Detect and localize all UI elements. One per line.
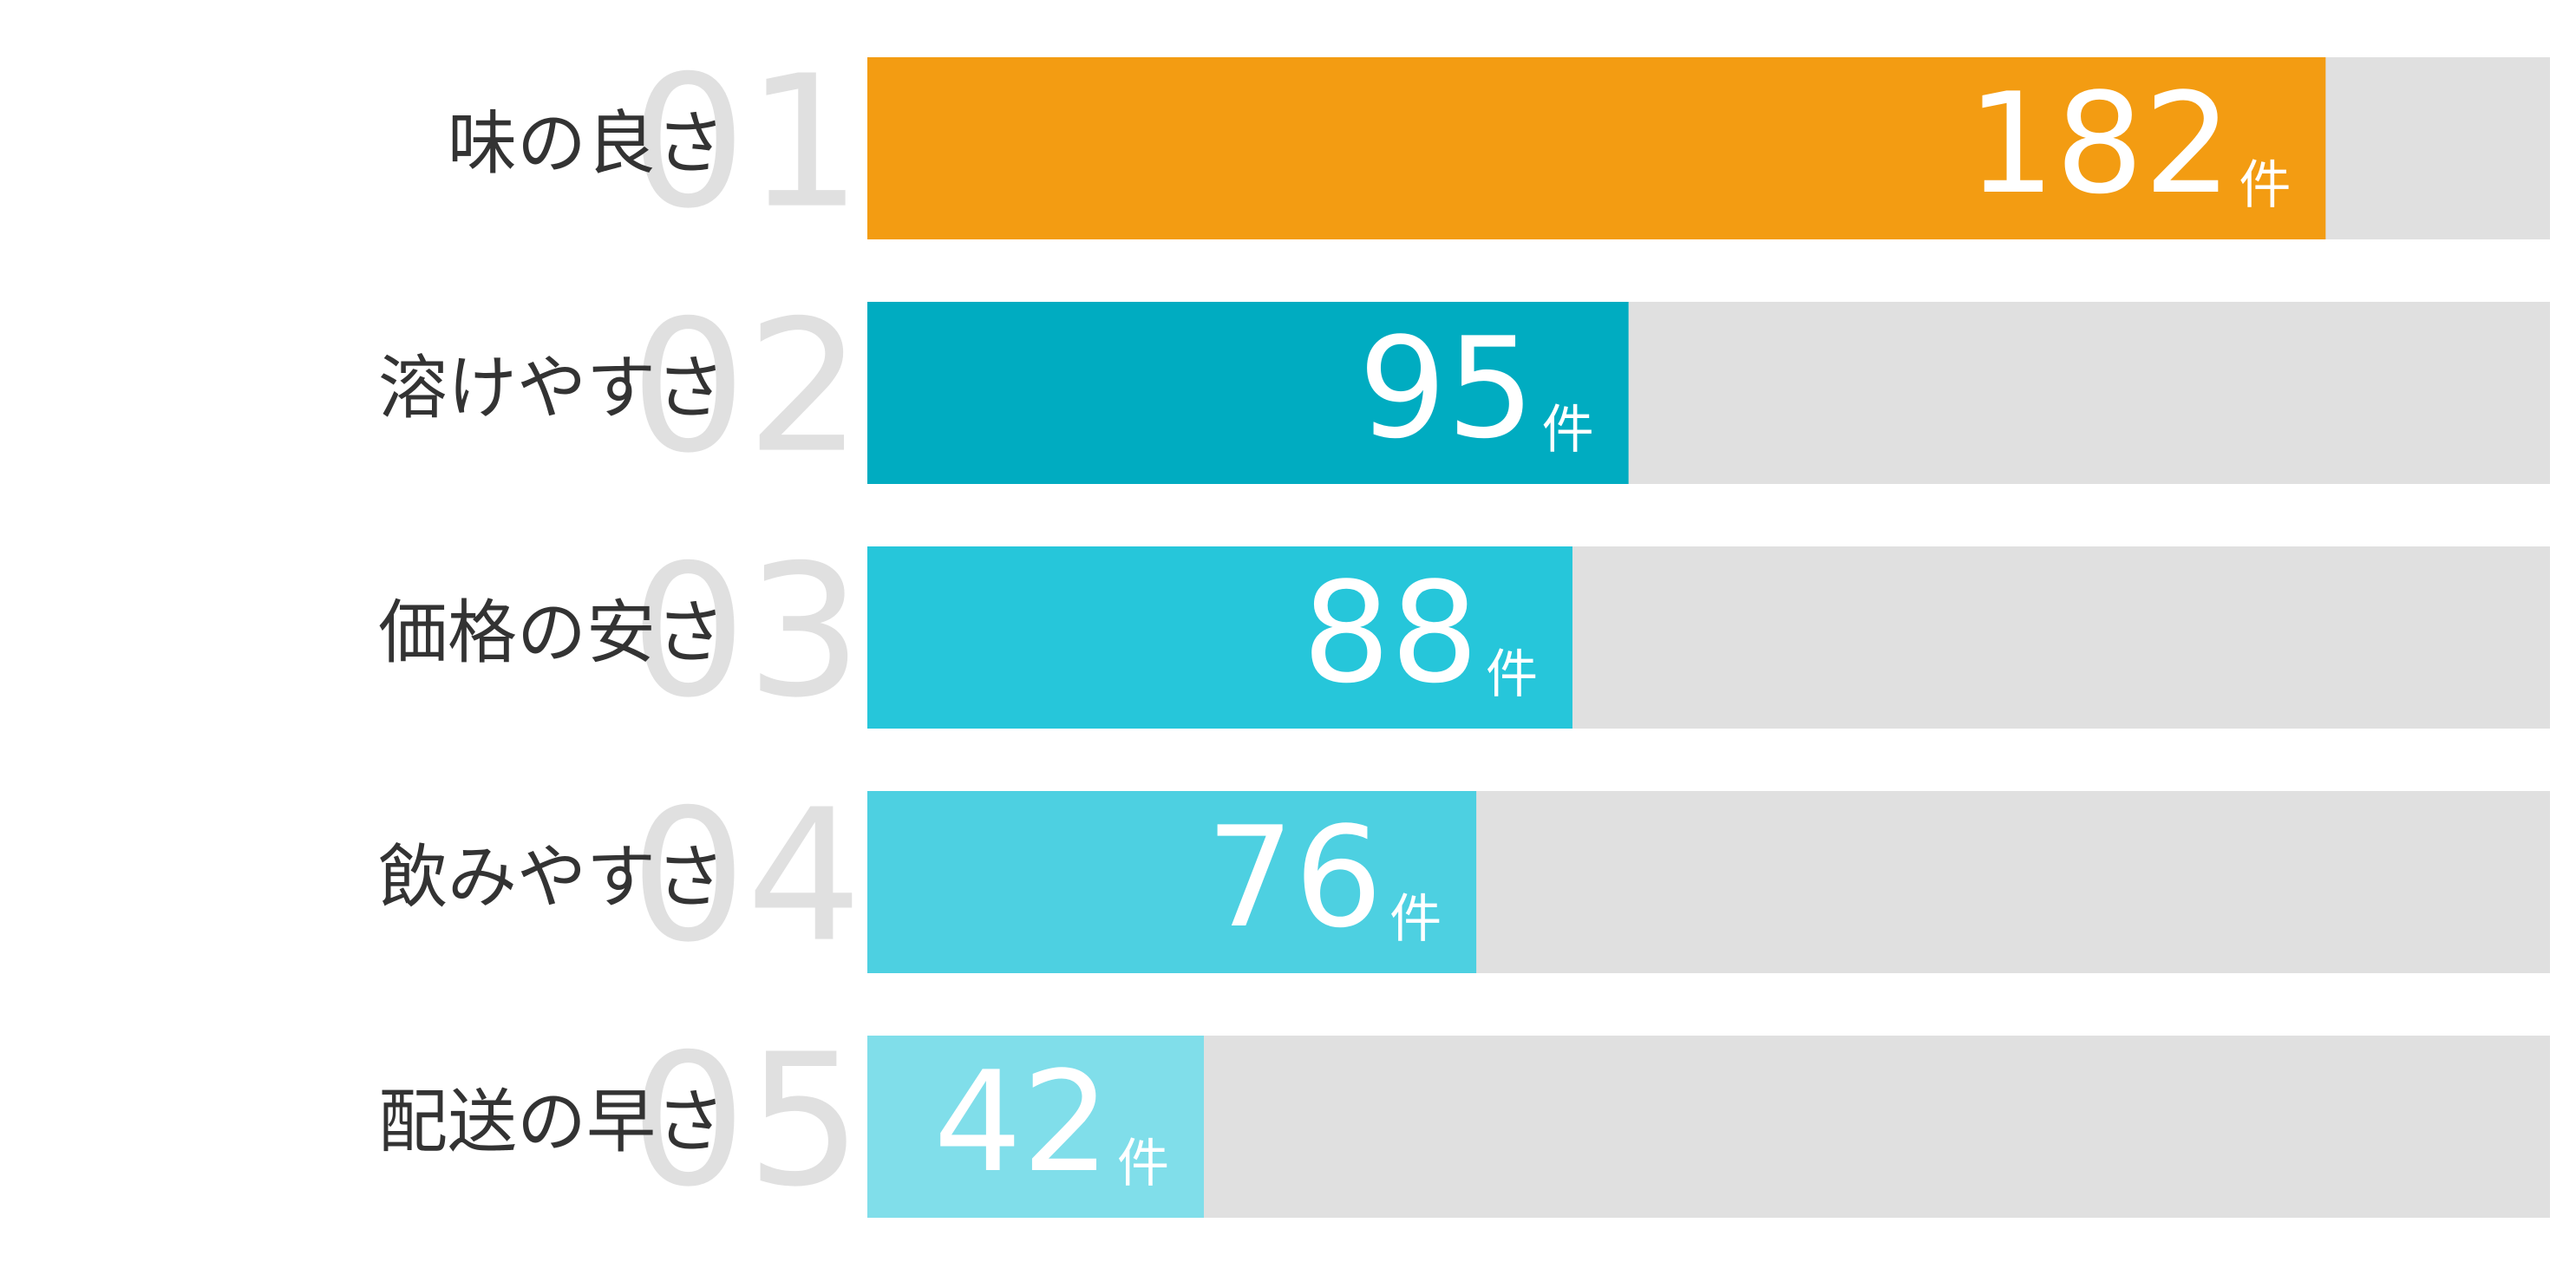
value-unit: 件 (1542, 400, 1594, 461)
value-number: 42 (933, 1041, 1110, 1203)
rank-number: 02 (631, 281, 862, 494)
value-label: 95 件 (1358, 307, 1594, 469)
value-number: 88 (1302, 552, 1479, 714)
value-unit: 件 (2239, 155, 2291, 216)
value-number: 182 (1967, 62, 2232, 225)
bar (867, 302, 1629, 484)
value-number: 95 (1358, 307, 1535, 469)
category-label: 飲みやすさ (378, 837, 725, 918)
category-label: 配送の早さ (378, 1082, 725, 1162)
rank-number: 03 (631, 526, 862, 738)
rank-number: 05 (631, 1015, 862, 1227)
rank-number: 04 (631, 770, 862, 983)
category-label: 溶けやすさ (378, 348, 725, 428)
value-unit: 件 (1486, 644, 1538, 705)
rank-number: 01 (631, 36, 862, 249)
value-unit: 件 (1117, 1134, 1169, 1194)
value-unit: 件 (1389, 889, 1442, 950)
value-label: 76 件 (1206, 796, 1442, 958)
value-label: 42 件 (933, 1041, 1169, 1203)
category-label: 価格の安さ (378, 592, 725, 673)
category-label: 味の良さ (448, 103, 725, 184)
bar (867, 546, 1572, 729)
bar (867, 57, 2326, 239)
value-label: 88 件 (1302, 552, 1538, 714)
value-number: 76 (1206, 796, 1383, 958)
bar (867, 791, 1477, 973)
bar (867, 1036, 1204, 1218)
value-label: 182 件 (1967, 62, 2291, 225)
